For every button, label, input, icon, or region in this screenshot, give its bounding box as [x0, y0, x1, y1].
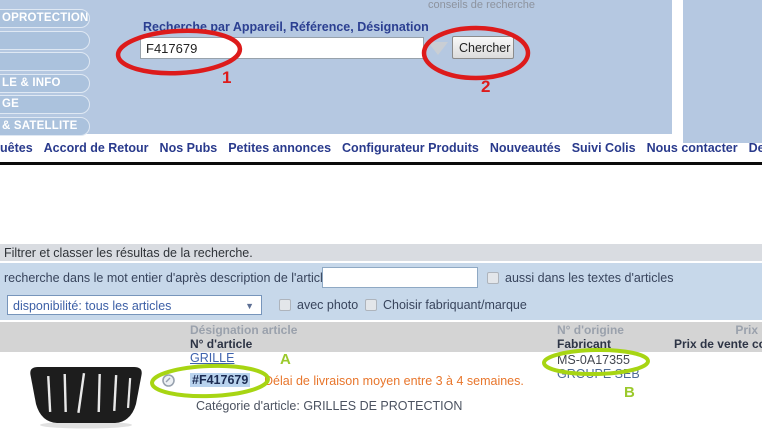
word-search-input[interactable]: [322, 267, 478, 288]
article-category-label: Catégorie d'article:: [196, 399, 300, 413]
column-header-price: Prix r Prix de vente co: [674, 323, 762, 351]
availability-select-value: disponibilité: tous les articles: [13, 299, 172, 313]
nav-link[interactable]: uêtes: [0, 141, 33, 155]
search-hint-link[interactable]: conseils de recherche: [428, 0, 536, 11]
with-photo-label: avec photo: [297, 298, 359, 312]
column-header-designation-line1: Désignation article: [190, 323, 298, 337]
sidebar-menu-button[interactable]: OPROTECTION: [0, 9, 90, 28]
column-header-designation: Désignation article N° d'article: [190, 323, 297, 351]
chevron-down-icon: ▼: [245, 301, 254, 311]
delivery-note: Délai de livraison moyen entre 3 à 4 sem…: [264, 374, 524, 388]
filter-title: Filtrer et classer les résultas de la re…: [4, 246, 253, 260]
annotation-label-a: A: [280, 351, 291, 368]
with-photo-checkbox[interactable]: [279, 299, 291, 311]
article-category-value: GRILLES DE PROTECTION: [303, 399, 463, 413]
article-detail-icon[interactable]: [161, 373, 176, 388]
divider: [0, 162, 762, 165]
search-button[interactable]: Chercher: [452, 36, 514, 59]
sidebar-menu: OPROTECTION LE & INFO GE & SATELLITE: [0, 9, 90, 136]
top-nav: uêtes Accord de Retour Nos Pubs Petites ann…: [0, 141, 762, 155]
nav-link[interactable]: Petites annonces: [228, 141, 332, 155]
column-header-manufacturer: Fabricant: [557, 337, 612, 351]
product-image[interactable]: [22, 364, 150, 430]
nav-link[interactable]: Accord de Retour: [43, 141, 149, 155]
cart-panel: 0 Arti 0,00: [683, 0, 762, 143]
sidebar-menu-button[interactable]: LE & INFO: [0, 73, 90, 93]
article-category: Catégorie d'article: GRILLES DE PROTECTI…: [196, 399, 462, 413]
choose-brand-label: Choisir fabriquant/marque: [383, 298, 527, 312]
column-header-origin-line1: N° d'origine: [557, 323, 624, 337]
availability-select[interactable]: disponibilité: tous les articles ▼: [7, 295, 262, 315]
annotation-label-b: B: [624, 384, 635, 401]
column-header-article-number: N° d'article: [190, 337, 253, 351]
origin-number: MS-0A17355: [557, 353, 630, 367]
nav-link[interactable]: Configurateur Produits: [342, 141, 479, 155]
sidebar-menu-button[interactable]: [0, 30, 90, 50]
also-in-texts-label: aussi dans les textes d'articles: [505, 271, 674, 285]
sidebar-menu-button[interactable]: [0, 52, 90, 71]
word-search-label: recherche dans le mot entier d'après des…: [4, 271, 334, 285]
sidebar-menu-button[interactable]: & SATELLITE: [0, 116, 90, 136]
nav-link[interactable]: Nous contacter: [646, 141, 738, 155]
column-header-price-line1: Prix r: [735, 323, 762, 337]
nav-link[interactable]: Nos Pubs: [159, 141, 218, 155]
results-header-band: [0, 322, 762, 352]
manufacturer-name: GROUPE SEB: [557, 367, 640, 381]
header-panel: OPROTECTION LE & INFO GE & SATELLITE consei…: [0, 0, 672, 136]
nav-link[interactable]: Suivi Colis: [571, 141, 636, 155]
article-number[interactable]: #F417679: [190, 373, 251, 387]
sidebar-menu-button[interactable]: GE: [0, 95, 90, 114]
choose-brand-checkbox[interactable]: [365, 299, 377, 311]
search-input[interactable]: [140, 37, 424, 59]
also-in-texts-checkbox[interactable]: [487, 272, 499, 284]
nav-link[interactable]: Nouveautés: [489, 141, 561, 155]
column-header-sale-price: Prix de vente co: [673, 337, 762, 351]
column-header-origin: N° d'origine Fabricant: [557, 323, 624, 351]
search-dropdown-arrow-icon[interactable]: [428, 42, 448, 55]
article-designation-link[interactable]: GRILLE: [190, 351, 235, 365]
search-label: Recherche par Appareil, Référence, Désig…: [143, 20, 429, 34]
filter-title-band: [0, 244, 762, 261]
nav-link[interactable]: Demand Exp: [748, 141, 762, 155]
